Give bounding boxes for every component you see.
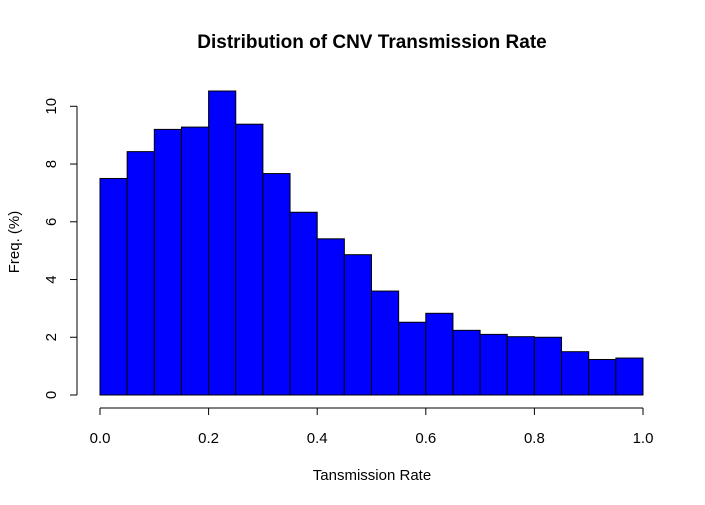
- x-axis: 0.0 0.2 0.4 0.6 0.8 1.0: [90, 407, 654, 447]
- x-tick-label: 0.0: [90, 430, 111, 447]
- x-tick-label: 0.6: [415, 430, 436, 447]
- y-tick-label: 0: [43, 391, 60, 399]
- y-tick-label: 4: [43, 275, 60, 283]
- histogram-bar: [343, 254, 373, 396]
- y-axis: 0 2 4 6 8 10: [43, 98, 78, 399]
- histogram-bar: [208, 90, 237, 396]
- histogram-bar: [262, 173, 291, 396]
- histogram-bar: [425, 312, 454, 396]
- histogram-bar: [371, 290, 400, 396]
- x-tick-label: 0.2: [198, 430, 219, 447]
- histogram-bar: [506, 336, 535, 396]
- y-tick-label: 8: [43, 160, 60, 168]
- histogram-bar: [398, 321, 427, 396]
- x-axis-label: Tansmission Rate: [313, 467, 431, 484]
- y-tick-label: 6: [43, 218, 60, 226]
- y-tick-label: 10: [43, 98, 60, 115]
- histogram-bar: [561, 351, 590, 396]
- histogram-bar: [180, 126, 210, 396]
- histogram-bar: [235, 123, 264, 396]
- histogram-bar: [479, 333, 508, 396]
- histogram-bar: [588, 358, 617, 396]
- histogram-bar: [99, 177, 128, 396]
- histogram-bar: [316, 238, 345, 396]
- chart-title: Distribution of CNV Transmission Rate: [197, 32, 546, 53]
- x-tick-label: 0.8: [524, 430, 545, 447]
- histogram-bar: [153, 128, 182, 396]
- histogram-bar: [452, 329, 481, 396]
- x-tick-label: 0.4: [307, 430, 328, 447]
- histogram-bar: [126, 151, 155, 396]
- histogram-bars: [99, 90, 644, 396]
- histogram-bar: [289, 211, 318, 396]
- y-tick-label: 2: [43, 333, 60, 341]
- y-axis-label: Freq. (%): [6, 211, 23, 274]
- histogram-bar: [615, 357, 644, 396]
- x-tick-label: 1.0: [633, 430, 654, 447]
- histogram-bar: [533, 336, 563, 396]
